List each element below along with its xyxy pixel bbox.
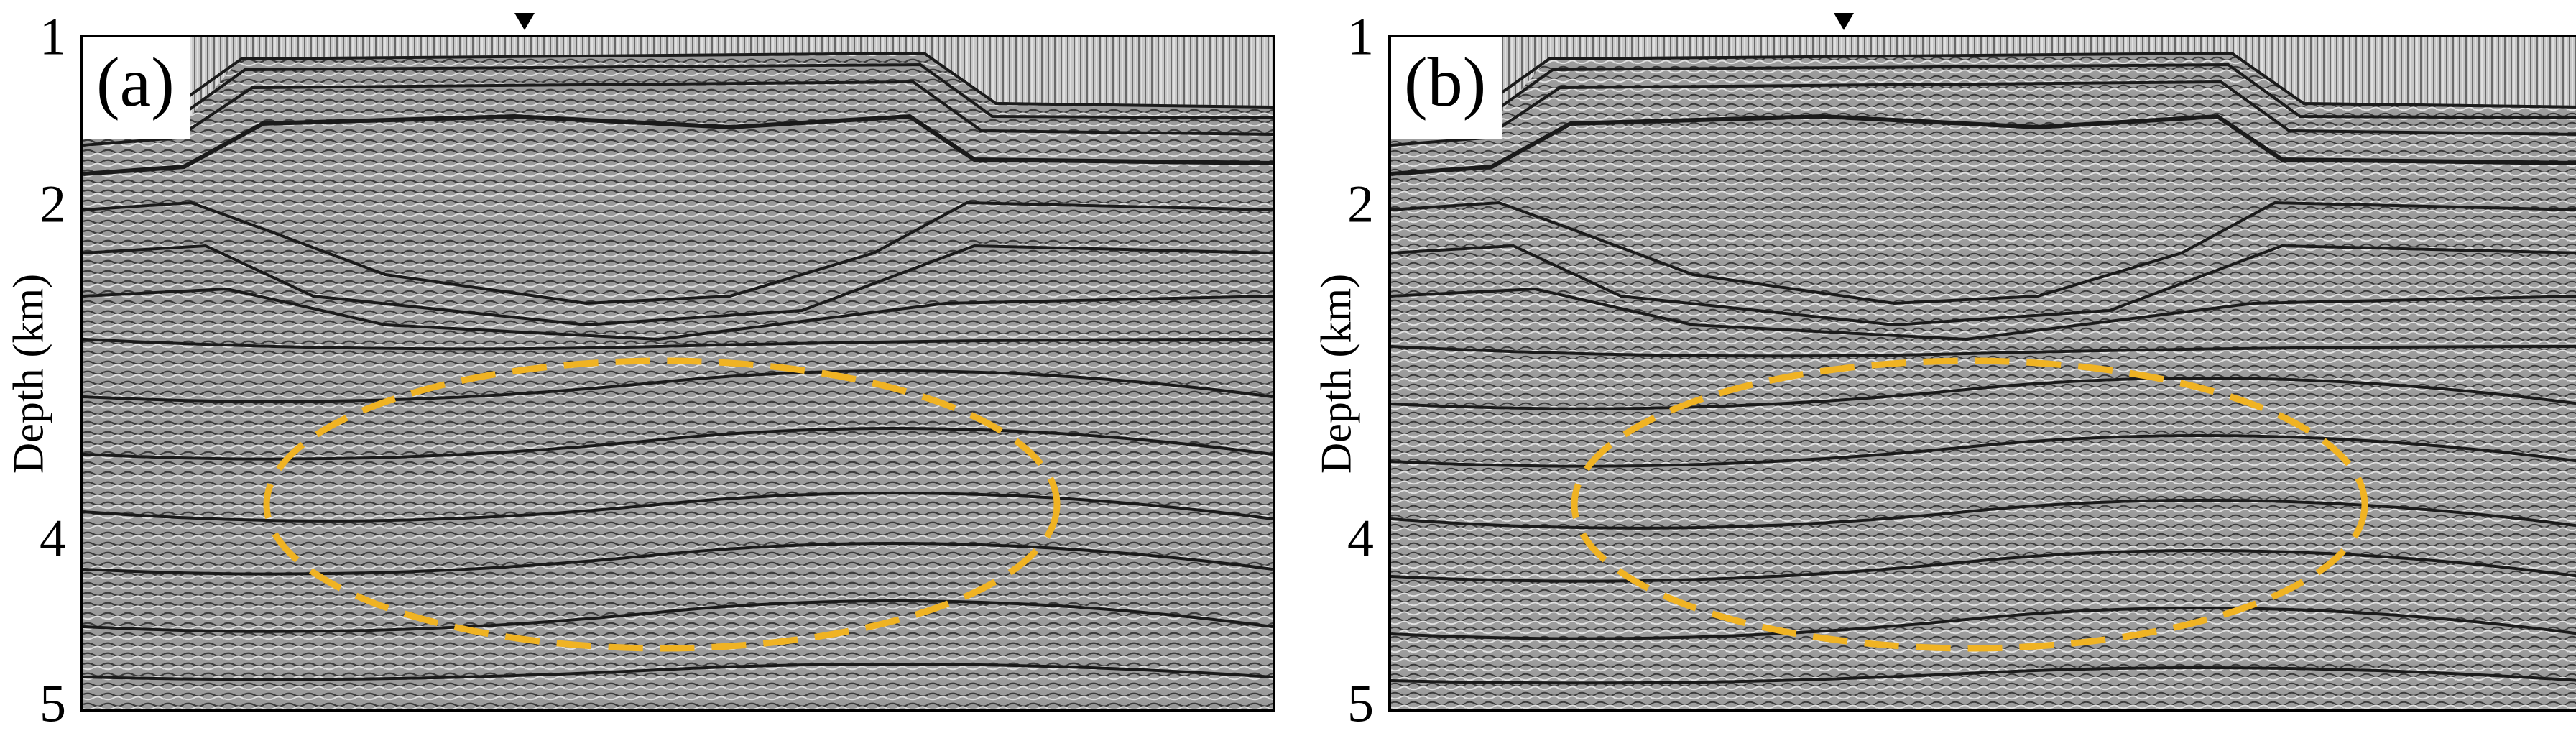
down-triangle-marker-icon (1834, 13, 1854, 30)
seismic-image-a (83, 37, 1273, 709)
y-axis-a: 1 2 4 5 (0, 0, 72, 736)
tick-label-a-1: 1 (40, 7, 66, 67)
tick-label-a-5: 5 (40, 674, 66, 734)
tick-label-a-4: 4 (40, 509, 66, 569)
tick-label-b-4: 4 (1347, 509, 1374, 569)
y-axis-title-a: Depth (km) (4, 273, 52, 474)
seismic-panel-b: (b) (1388, 34, 2576, 712)
highlight-ellipse-b (1571, 357, 2368, 652)
tick-label-a-2: 2 (40, 175, 66, 234)
tick-label-b-5: 5 (1347, 674, 1374, 734)
panel-label-a: (a) (83, 37, 190, 139)
tick-label-b-1: 1 (1347, 7, 1374, 67)
panel-label-b: (b) (1391, 37, 1502, 139)
y-axis-title-b: Depth (km) (1312, 273, 1360, 474)
tick-label-b-2: 2 (1347, 175, 1374, 234)
y-axis-b: 1 2 4 5 (1308, 0, 1380, 736)
seismic-image-b (1391, 37, 2576, 709)
seismic-panel-a: (a) (80, 34, 1275, 712)
highlight-ellipse-a (263, 357, 1061, 652)
down-triangle-marker-icon (514, 13, 535, 30)
